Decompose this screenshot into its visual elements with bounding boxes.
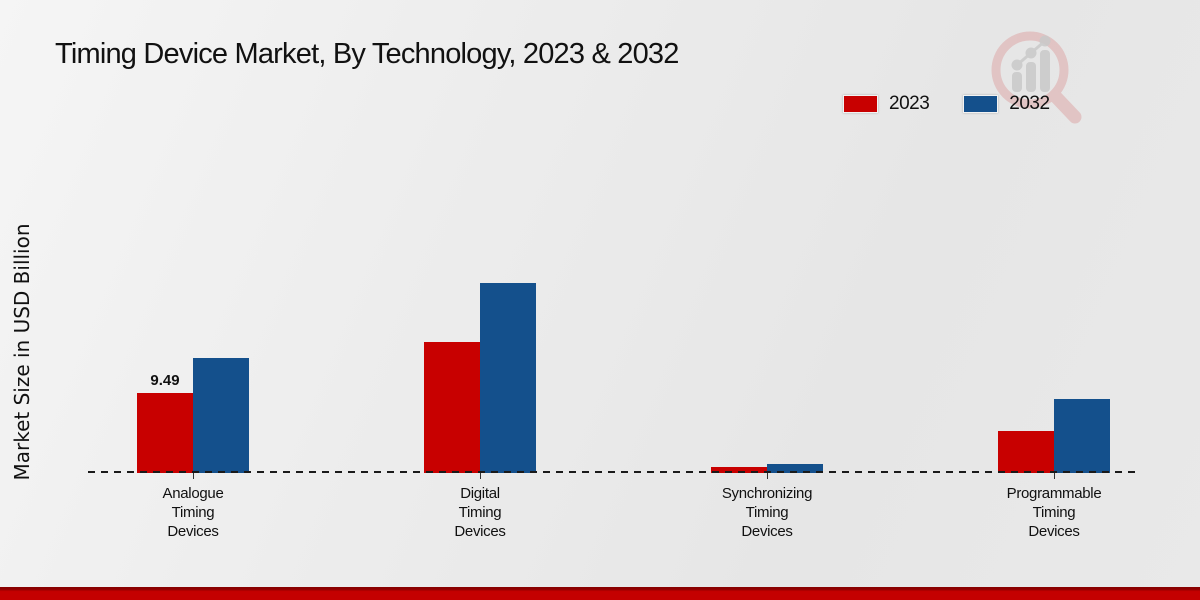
legend-swatch-2023 (843, 95, 878, 113)
legend: 2023 2032 (843, 93, 1050, 115)
bar-value-label: 9.49 (150, 372, 180, 389)
x-axis-tick (480, 473, 481, 479)
x-axis-tick (1054, 473, 1055, 479)
bar-2032-synchronizing-timing-devices (767, 464, 823, 473)
category-label-analogue-timing-devices: Analogue Timing Devices (162, 485, 224, 540)
growth-bars-icon (1011, 35, 1051, 92)
chart-title: Timing Device Market, By Technology, 202… (55, 38, 679, 70)
category-label-synchronizing-timing-devices: Synchronizing Timing Devices (721, 485, 813, 540)
category-label-programmable-timing-devices: Programmable Timing Devices (1006, 485, 1102, 540)
bar-2032-analogue-timing-devices (193, 358, 249, 473)
legend-label-2032: 2032 (1009, 93, 1050, 114)
brand-watermark-logo (991, 31, 1082, 124)
bar-2023-synchronizing-timing-devices (711, 467, 767, 473)
legend-item-2023: 2023 (843, 93, 930, 115)
bar-2032-programmable-timing-devices (1054, 399, 1110, 473)
bar-2023-digital-timing-devices (424, 342, 480, 473)
footer-red-band (0, 587, 1200, 600)
x-axis-tick (193, 473, 194, 479)
legend-item-2032: 2032 (963, 93, 1050, 115)
bar-2023-analogue-timing-devices (137, 393, 193, 473)
bar-2032-digital-timing-devices (480, 283, 536, 473)
legend-swatch-2032 (963, 95, 999, 113)
x-axis-tick (767, 473, 768, 479)
zero-baseline-dashed (88, 471, 1140, 473)
category-label-digital-timing-devices: Digital Timing Devices (454, 485, 506, 540)
bar-2023-programmable-timing-devices (998, 431, 1054, 473)
legend-label-2023: 2023 (889, 93, 930, 114)
